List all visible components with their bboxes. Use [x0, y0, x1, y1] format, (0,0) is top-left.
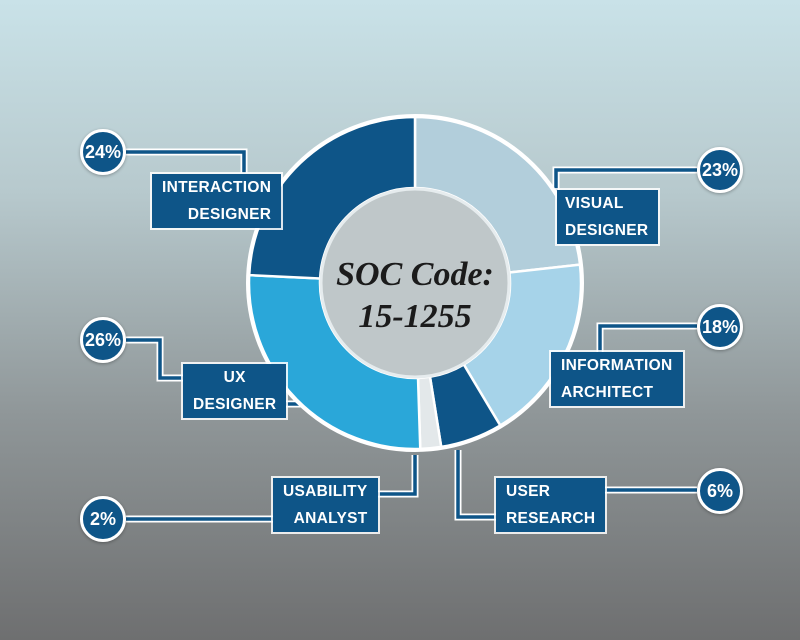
connector-usability-analyst [368, 455, 417, 496]
connector-user-research [456, 450, 496, 519]
badge-interaction-designer: 24% [80, 129, 126, 175]
donut-slices [246, 114, 584, 452]
center-code: 15-1255 [358, 298, 472, 335]
center-title: SOC Code: [336, 256, 494, 293]
center-circle [319, 187, 511, 379]
badge-visual-designer: 23% [697, 147, 743, 193]
connector-interaction-designer [126, 150, 246, 173]
badge-usability-analyst: 2% [80, 496, 126, 542]
connector-information-architect-outline [596, 322, 697, 352]
label-information-architect: INFORMATION ARCHITECT [551, 352, 683, 406]
connector-user-research-outline [454, 450, 496, 521]
connector-ux-designer [126, 338, 183, 380]
connector-information-architect [598, 324, 697, 352]
label-user-research: USER RESEARCH [496, 478, 606, 532]
connector-interaction-designer-outline [126, 148, 248, 173]
label-visual-designer: VISUAL DESIGNER [557, 190, 659, 244]
label-interaction-designer: INTERACTION DESIGNER [152, 174, 282, 228]
connector-ux-designer-outline [126, 336, 183, 382]
label-ux-designer: UX DESIGNER [183, 364, 287, 418]
donut-rim [246, 114, 584, 452]
badge-user-research: 6% [697, 468, 743, 514]
badge-ux-designer: 26% [80, 317, 126, 363]
label-usability-analyst: USABILITY ANALYST [273, 478, 378, 532]
badge-information-architect: 18% [697, 304, 743, 350]
